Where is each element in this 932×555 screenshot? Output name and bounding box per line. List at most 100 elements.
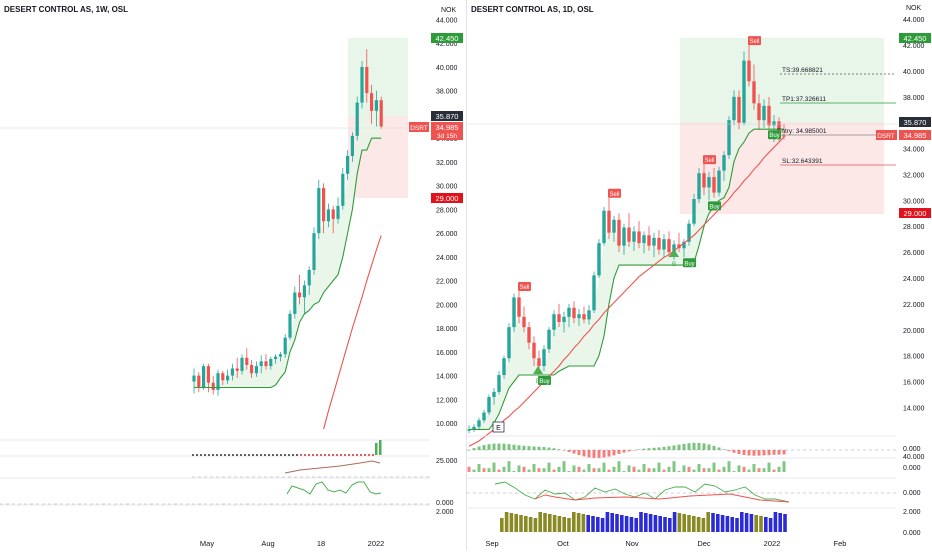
right-osc-bar [667, 446, 671, 450]
right-volume-bar [514, 514, 518, 532]
right-candle-body [557, 314, 561, 322]
right-candle-body [577, 314, 581, 319]
left-stop-fill-layer [194, 93, 382, 390]
right-volume-osc-bar [642, 464, 646, 472]
right-volume-osc-bar [532, 464, 536, 472]
right-osc-bar [662, 446, 666, 450]
left-candle-body [235, 368, 239, 371]
left-countdown-label: 3d 15h [437, 133, 457, 140]
right-volume-osc-bar [772, 469, 776, 472]
right-volume-osc-bar [622, 471, 626, 472]
left-candle-body [274, 356, 278, 359]
right-volume-bar [744, 513, 749, 532]
right-y-tick: 28.000 [903, 224, 925, 231]
left-last-label: 35.870 [436, 112, 459, 121]
left-candle-body [264, 361, 268, 367]
right-volume-bar [696, 517, 701, 532]
right-volume-bar [648, 514, 653, 532]
right-volume-osc-bar [732, 471, 736, 472]
right-candle-body [667, 239, 671, 253]
right-candle-body [562, 316, 566, 322]
right-rsi-line-green [494, 481, 790, 503]
right-volume-bar [524, 516, 528, 532]
left-candle-body [254, 366, 258, 374]
right-volume-osc-bar [577, 466, 581, 472]
right-candle-body [607, 210, 611, 233]
right-candle-body [687, 223, 691, 242]
right-osc-tick: 0.000 [903, 530, 921, 537]
right-volume-bar [533, 518, 538, 532]
right-y-tick: 20.000 [903, 328, 925, 335]
sell-signal-badge [748, 36, 761, 46]
right-candle-body [782, 135, 786, 137]
sell-signal-label: Sell [749, 39, 759, 45]
right-volume-bar [543, 513, 547, 532]
right-moving-average-line [468, 136, 785, 447]
right-volume-bar [768, 518, 773, 532]
left-target-label: 42.450 [436, 34, 459, 43]
right-osc-bar [472, 448, 476, 450]
right-osc-bar [597, 450, 601, 458]
right-osc-bar [527, 446, 531, 450]
right-candle-body [707, 177, 711, 188]
right-x-tick: Feb [834, 539, 847, 548]
right-osc-bar [532, 446, 536, 450]
right-candle-body [517, 297, 521, 317]
sell-signal-label: Sell [609, 192, 619, 198]
right-candle-body [712, 177, 716, 193]
right-volume-osc-bar [557, 466, 561, 472]
left-candle-body [211, 382, 215, 390]
buy-signal-label: Buy [684, 261, 694, 267]
right-volume-bar [615, 514, 619, 532]
left-y-tick: 44.000 [436, 18, 458, 25]
right-volume-osc-bar [542, 468, 546, 472]
right-osc-bar [762, 450, 766, 456]
left-y-tick: 42.000 [436, 41, 458, 48]
right-y-tick: 42.000 [903, 43, 925, 50]
right-osc-bar [617, 450, 621, 454]
right-osc-bar [587, 450, 591, 458]
right-osc-tick: 0.000 [903, 490, 921, 497]
left-candle-body [245, 357, 249, 365]
sell-signal-label: Sell [704, 158, 714, 164]
right-osc-bar [537, 446, 541, 450]
left-y-tick: 22.000 [436, 279, 458, 286]
right-volume-bar [581, 514, 586, 532]
left-y-tick: 28.000 [436, 207, 458, 214]
left-y-tick: 26.000 [436, 231, 458, 238]
right-osc-bar [477, 446, 481, 450]
left-target-badge [431, 33, 463, 43]
left-candle-body [355, 102, 359, 136]
right-target-label: 42.450 [904, 34, 927, 43]
right-volume-bar [600, 518, 605, 532]
right-volume-osc-bar [727, 461, 731, 472]
buy-triangle-marker [533, 366, 543, 374]
right-x-tick: 2022 [764, 539, 781, 548]
right-volume-osc-bar [782, 461, 786, 472]
right-volume-bar [682, 514, 686, 532]
right-osc-bar [622, 450, 626, 453]
right-candle-body [722, 155, 726, 171]
right-osc-bar [737, 450, 741, 455]
buy-signal-badge [683, 258, 696, 268]
right-volume-bar [629, 517, 634, 532]
right-volume-bar [716, 514, 720, 532]
right-osc-bar [702, 443, 706, 450]
right-osc-bar [612, 450, 616, 456]
signal-layer: Sell Buy Sell Buy Sell Buy Sell Buy [518, 36, 781, 386]
right-volume-bar [658, 516, 662, 532]
left-candle-body [350, 135, 354, 157]
left-lines-layer [194, 137, 382, 430]
right-volume-bar [605, 512, 610, 532]
earnings-marker[interactable] [492, 421, 505, 433]
left-candle-body [307, 269, 311, 286]
right-volume-bar [764, 517, 768, 532]
right-volume-osc-bar [597, 468, 601, 472]
left-candle-body [302, 285, 306, 298]
right-volume-bar [749, 514, 754, 532]
right-volume-bar [562, 517, 566, 532]
right-candle-body [592, 275, 596, 311]
left-candle-body [293, 292, 297, 314]
right-y-tick: 34.000 [903, 147, 925, 154]
left-y-tick: 40.000 [436, 65, 458, 72]
